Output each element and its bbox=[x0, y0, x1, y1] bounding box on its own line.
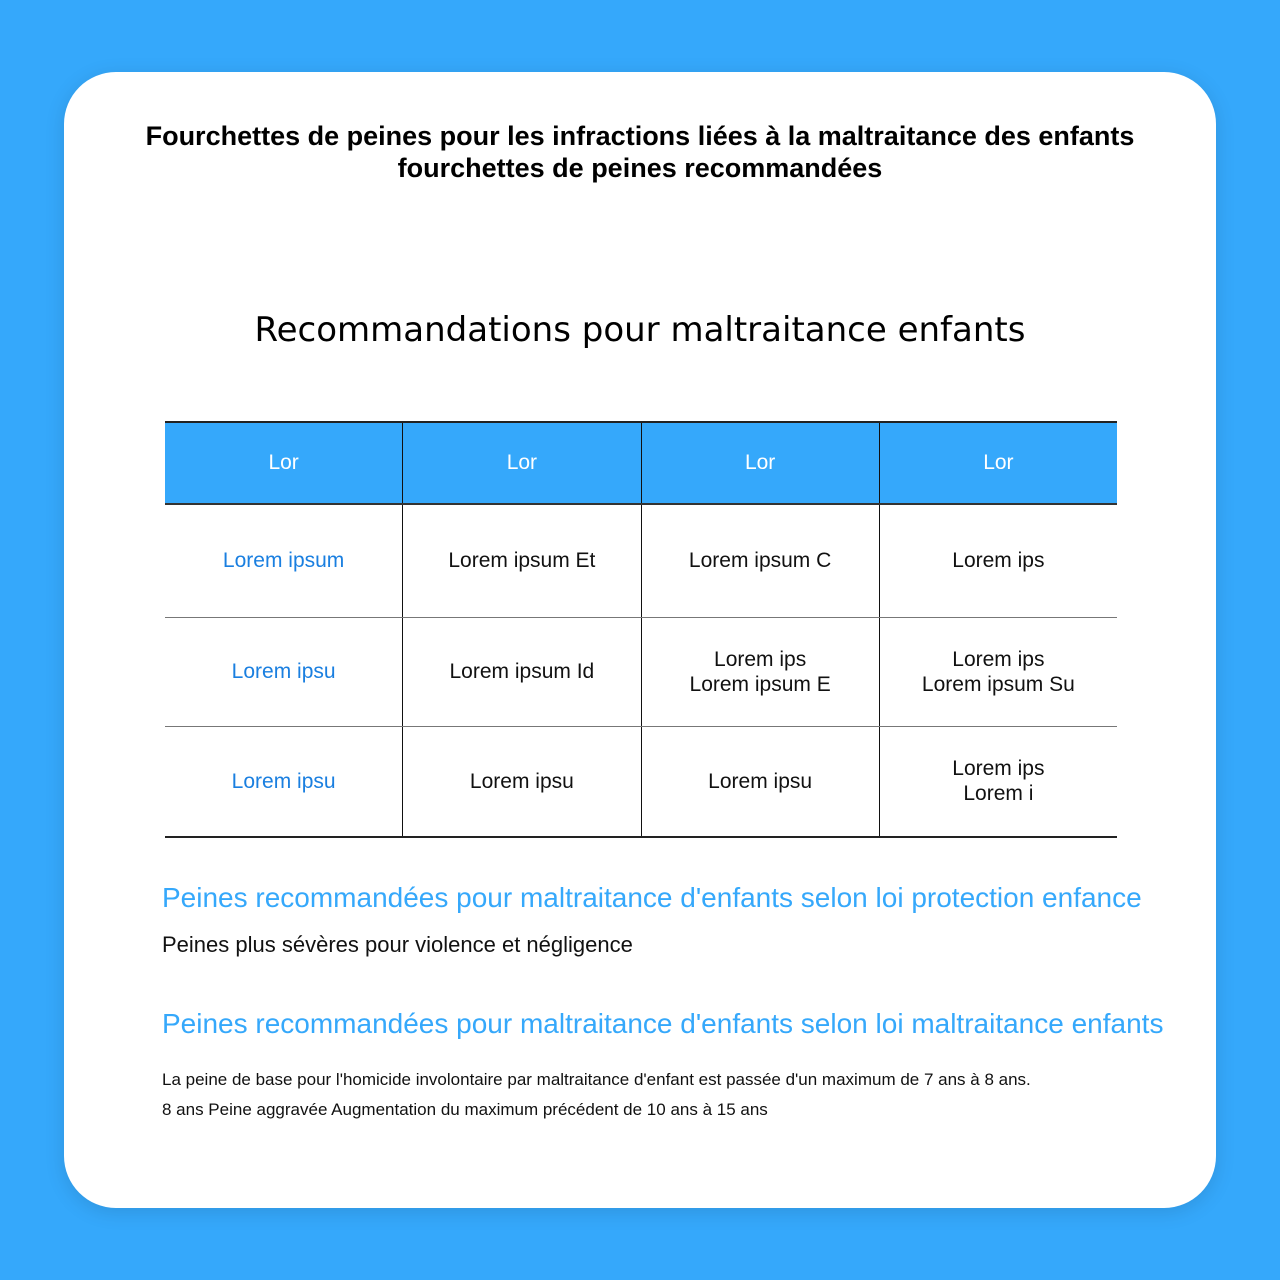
table-cell: Lorem ipsu bbox=[165, 726, 404, 838]
section-2-line-1: La peine de base pour l'homicide involon… bbox=[162, 1070, 1031, 1089]
table-cell: Lorem ipsu bbox=[402, 726, 642, 838]
section-2-text: La peine de base pour l'homicide involon… bbox=[162, 1065, 1031, 1125]
cell-text: Lorem ips bbox=[952, 549, 1045, 573]
table-cell: Lorem ipsum bbox=[165, 504, 404, 618]
table-row: Lorem ipsum Lorem ipsum Et Lorem ipsum C Lo… bbox=[165, 504, 1117, 618]
section-1-text: Peines plus sévères pour violence et nég… bbox=[162, 932, 633, 957]
column-header: Lor bbox=[165, 421, 404, 505]
table-row: Lorem ipsu Lorem ipsu Lorem ipsu Lorem ips L… bbox=[165, 726, 1117, 838]
cell-text: Lorem ipsum bbox=[222, 549, 345, 573]
section-1-heading: Peines recommandées pour maltraitance d'… bbox=[162, 882, 1142, 913]
table-cell: Lorem ipsu bbox=[640, 726, 880, 838]
cell-text: Lorem ipsu bbox=[469, 769, 574, 793]
cell-text: Lorem ipsu bbox=[708, 769, 813, 793]
table-header-row: Lor Lor Lor Lor bbox=[165, 421, 1117, 505]
cell-text: Lorem ipsum Id bbox=[449, 660, 595, 683]
cell-text: Lorem ips bbox=[952, 757, 1045, 781]
section-2-heading: Peines recommandées pour maltraitance d'… bbox=[162, 1008, 1164, 1039]
cell-text: Lorem ipsu bbox=[231, 660, 336, 683]
cell-text: Lorem ipsum Su bbox=[921, 672, 1075, 696]
title-line-2: fourchettes de peines recommandées bbox=[397, 153, 883, 183]
cell-text: Lorem i bbox=[963, 782, 1034, 806]
table-cell: Lorem ips Lorem ipsum E bbox=[640, 617, 880, 727]
table-cell: Lorem ipsum C bbox=[640, 504, 880, 618]
table-row: Lorem ipsu Lorem ipsum Id Lorem ips Lorem i… bbox=[165, 617, 1117, 727]
page-title: Fourchettes de peines pour les infractio… bbox=[0, 120, 1280, 184]
cell-text: Lorem ips bbox=[952, 647, 1045, 671]
cell-text: Lorem ipsum E bbox=[689, 672, 831, 696]
table-cell: Lorem ips Lorem ipsum Su bbox=[878, 617, 1117, 727]
table-cell: Lorem ipsum Et bbox=[402, 504, 642, 618]
cell-text: Lorem ipsu bbox=[231, 769, 336, 793]
cell-text: Lorem ips bbox=[714, 647, 807, 671]
column-header: Lor bbox=[878, 421, 1117, 505]
cell-text: Lorem ipsum C bbox=[688, 549, 832, 573]
table-cell: Lorem ipsum Id bbox=[402, 617, 642, 727]
subtitle: Recommandations pour maltraitance enfant… bbox=[254, 310, 1026, 350]
table-cell: Lorem ips bbox=[878, 504, 1117, 618]
table-cell: Lorem ips Lorem i bbox=[878, 726, 1117, 838]
column-header: Lor bbox=[402, 421, 642, 505]
table-cell: Lorem ipsu bbox=[165, 617, 404, 727]
section-2-line-2: 8 ans Peine aggravée Augmentation du max… bbox=[162, 1100, 768, 1119]
sentencing-table: Lor Lor Lor Lor Lorem ipsum Lorem ipsum Et Lo… bbox=[165, 421, 1117, 838]
column-header: Lor bbox=[640, 421, 880, 505]
cell-text: Lorem ipsum Et bbox=[448, 549, 596, 573]
title-line-1: Fourchettes de peines pour les infractio… bbox=[145, 121, 1135, 151]
